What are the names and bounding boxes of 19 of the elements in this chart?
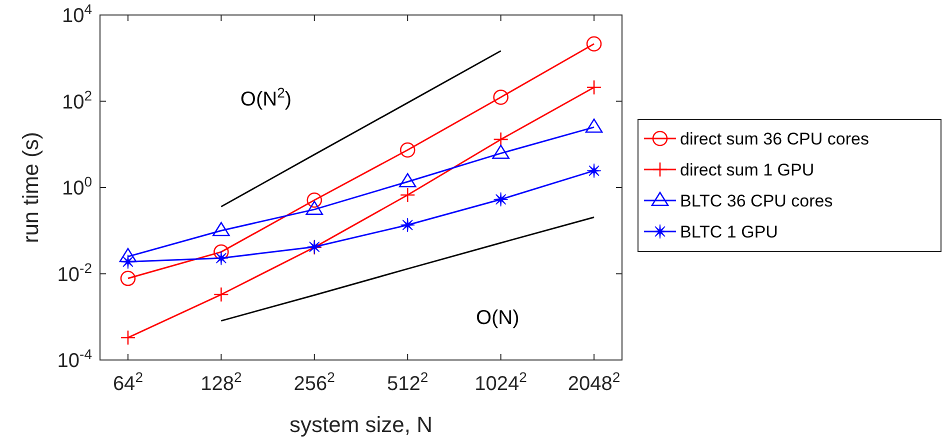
x-tick-label: 2048$^{2}$ (568, 369, 620, 395)
x-tick-label: 128$^{2}$ (200, 369, 242, 395)
x-tick-label: 64$^{2}$ (112, 369, 144, 395)
legend-label: direct sum 1 GPU (680, 160, 814, 180)
annotation: O(N$^{2}$) (240, 84, 292, 111)
legend-label: direct sum 36 CPU cores (680, 130, 869, 148)
annotation: O(N) (476, 307, 520, 330)
y-tick-label: 10$^{4}$ (62, 1, 92, 27)
x-axis-title: system size, N (289, 412, 433, 437)
x-tick-label: 256$^{2}$ (294, 369, 336, 395)
y-tick-label: 10$^{2}$ (62, 87, 92, 114)
y-axis-title: run time (s) (18, 132, 43, 244)
y-tick-label: 10$^{-4}$ (57, 346, 92, 372)
legend-label: BLTC 36 CPU cores (680, 192, 833, 210)
y-tick-label: 10$^{-2}$ (57, 260, 92, 286)
y-tick-label: 10$^{0}$ (62, 174, 92, 200)
x-tick-label: 1024$^{2}$ (474, 369, 528, 395)
x-tick-label: 512$^{2}$ (387, 369, 428, 395)
legend-label: BLTC 1 GPU (680, 222, 778, 242)
